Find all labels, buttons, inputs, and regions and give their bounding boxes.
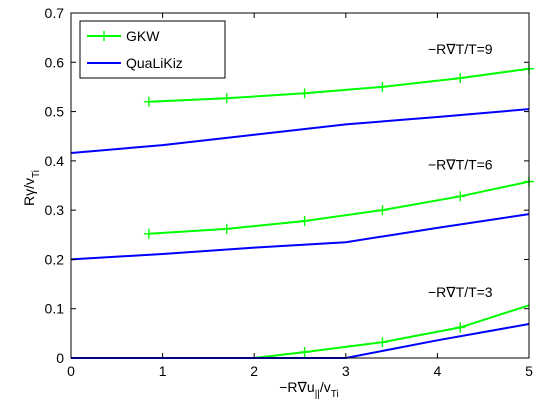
annotation-label: −R∇T/T=9 xyxy=(428,41,493,57)
data-point xyxy=(377,205,388,216)
data-point xyxy=(299,347,310,358)
annotation-label: −R∇T/T=3 xyxy=(428,284,493,300)
x-axis-label-main: −R∇u xyxy=(279,379,314,395)
data-point xyxy=(299,88,310,99)
series-line-qualikiz xyxy=(70,108,530,154)
data-point xyxy=(455,191,466,202)
x-tick-label: 0 xyxy=(67,363,75,379)
legend-label: GKW xyxy=(126,28,160,44)
x-tick-label: 2 xyxy=(250,363,258,379)
legend-label: QuaLiKiz xyxy=(126,55,183,71)
y-axis-label: Rγ/vTi xyxy=(21,170,42,206)
data-point xyxy=(143,228,154,239)
legend: GKW QuaLiKiz xyxy=(79,20,226,79)
y-axis-label-main: Rγ/v xyxy=(21,178,37,206)
y-tick-label: 0 xyxy=(56,350,64,366)
y-tick-label: 0.7 xyxy=(45,5,65,21)
y-tick-label: 0.6 xyxy=(45,54,65,70)
series-line-qualikiz xyxy=(70,213,530,261)
y-tick-label: 0.1 xyxy=(45,301,65,317)
data-point xyxy=(377,81,388,92)
x-axis-label: −R∇u||/vTi xyxy=(279,379,339,400)
x-axis-label-div: /v xyxy=(320,379,331,395)
x-tick-label: 3 xyxy=(342,363,350,379)
data-point xyxy=(377,337,388,348)
data-point xyxy=(455,322,466,333)
y-tick-label: 0.5 xyxy=(45,104,65,120)
data-point xyxy=(299,215,310,226)
series-line-gkw xyxy=(148,180,530,235)
data-point xyxy=(455,73,466,84)
series-layer xyxy=(70,63,534,359)
y-tick-label: 0.2 xyxy=(45,251,65,267)
y-axis-label-sub: Ti xyxy=(31,170,42,178)
axes-frame xyxy=(70,12,530,359)
y-tick-label: 0.4 xyxy=(45,153,65,169)
data-point xyxy=(143,96,154,107)
axes-layer: 0 1 2 3 4 5 0 0.1 0.2 0.3 0.4 0.5 0.6 0.7 xyxy=(45,5,534,379)
x-axis-label-sub2: Ti xyxy=(331,389,339,400)
legend-box xyxy=(79,20,226,79)
annotation-layer: −R∇T/T=9 −R∇T/T=6 −R∇T/T=3 xyxy=(428,41,493,300)
x-tick-label: 4 xyxy=(434,363,442,379)
x-tick-label: 5 xyxy=(525,363,533,379)
series-line-gkw xyxy=(148,67,530,103)
y-tick-label: 0.3 xyxy=(45,202,65,218)
data-point xyxy=(221,93,232,104)
annotation-label: −R∇T/T=6 xyxy=(428,157,493,173)
data-point xyxy=(221,223,232,234)
x-tick-label: 1 xyxy=(159,363,167,379)
x-axis-label-sub1: || xyxy=(315,389,320,400)
